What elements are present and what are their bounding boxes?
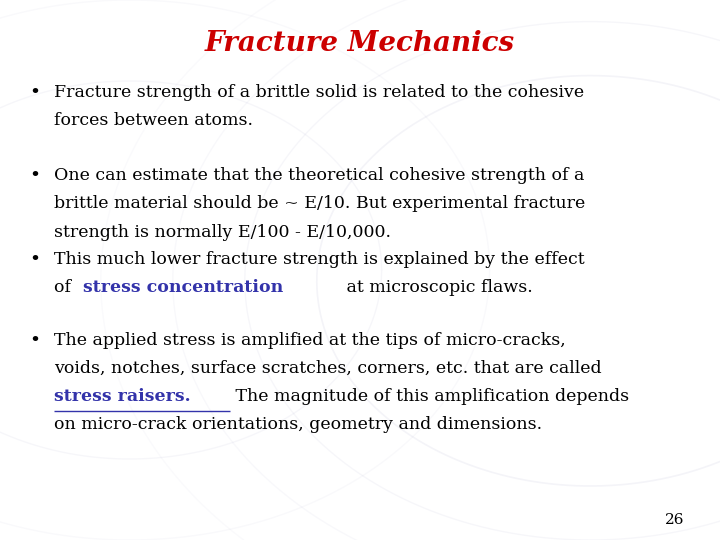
- Text: brittle material should be ~ E/10. But experimental fracture: brittle material should be ~ E/10. But e…: [54, 195, 585, 212]
- Text: •: •: [29, 251, 40, 269]
- Text: of: of: [54, 279, 76, 296]
- Text: on micro-crack orientations, geometry and dimensions.: on micro-crack orientations, geometry an…: [54, 416, 542, 433]
- Text: This much lower fracture strength is explained by the effect: This much lower fracture strength is exp…: [54, 251, 585, 268]
- Text: stress concentration: stress concentration: [83, 279, 283, 296]
- Text: at microscopic flaws.: at microscopic flaws.: [341, 279, 534, 296]
- Text: voids, notches, surface scratches, corners, etc. that are called: voids, notches, surface scratches, corne…: [54, 360, 602, 377]
- Text: •: •: [29, 332, 40, 350]
- Text: forces between atoms.: forces between atoms.: [54, 112, 253, 129]
- Text: The magnitude of this amplification depends: The magnitude of this amplification depe…: [230, 388, 629, 405]
- Text: 26: 26: [665, 512, 684, 526]
- Text: •: •: [29, 84, 40, 102]
- Text: One can estimate that the theoretical cohesive strength of a: One can estimate that the theoretical co…: [54, 167, 585, 184]
- Text: strength is normally E/100 - E/10,000.: strength is normally E/100 - E/10,000.: [54, 224, 391, 240]
- Text: stress raisers.: stress raisers.: [54, 388, 191, 405]
- Text: Fracture Mechanics: Fracture Mechanics: [205, 30, 515, 57]
- Text: The applied stress is amplified at the tips of micro-cracks,: The applied stress is amplified at the t…: [54, 332, 566, 349]
- Text: •: •: [29, 167, 40, 185]
- Text: Fracture strength of a brittle solid is related to the cohesive: Fracture strength of a brittle solid is …: [54, 84, 584, 100]
